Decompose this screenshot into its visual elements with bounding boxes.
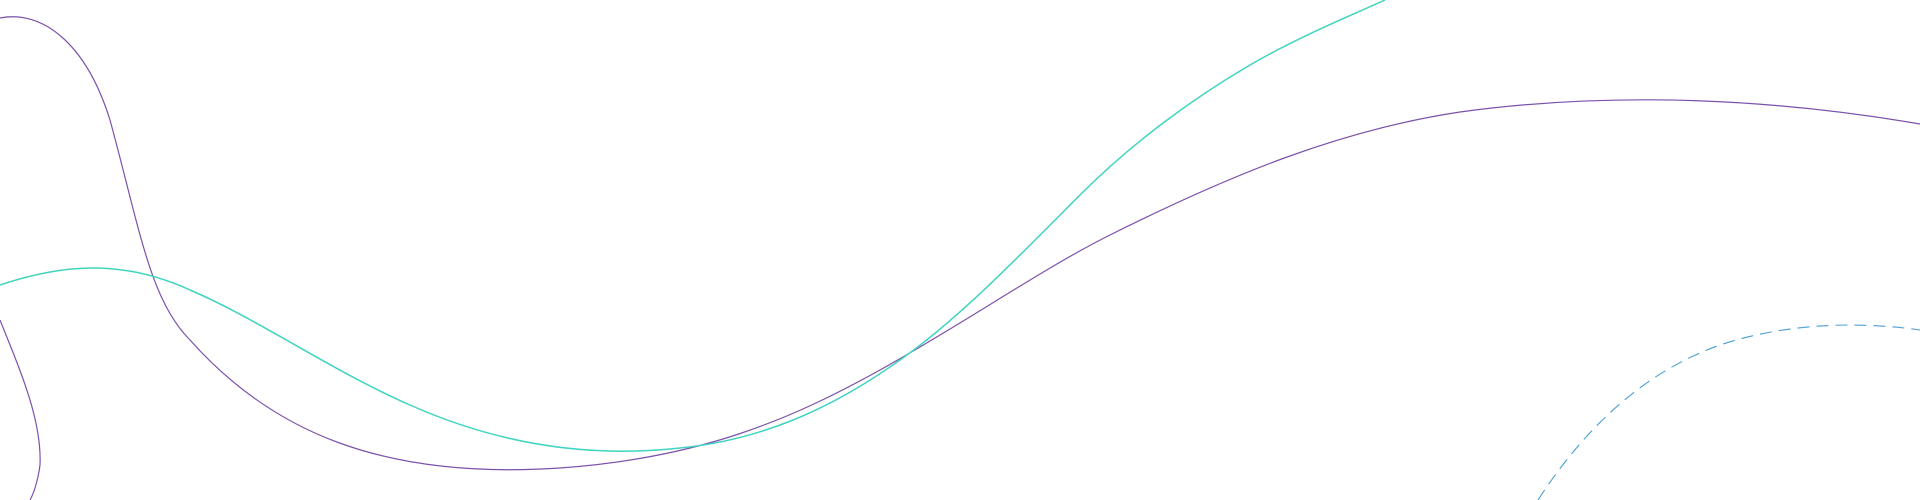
blue-dashed-arc bbox=[1537, 324, 1920, 500]
purple-curve-tail bbox=[0, 319, 41, 500]
teal-curve bbox=[0, 0, 1386, 452]
purple-curve bbox=[0, 16, 1920, 471]
